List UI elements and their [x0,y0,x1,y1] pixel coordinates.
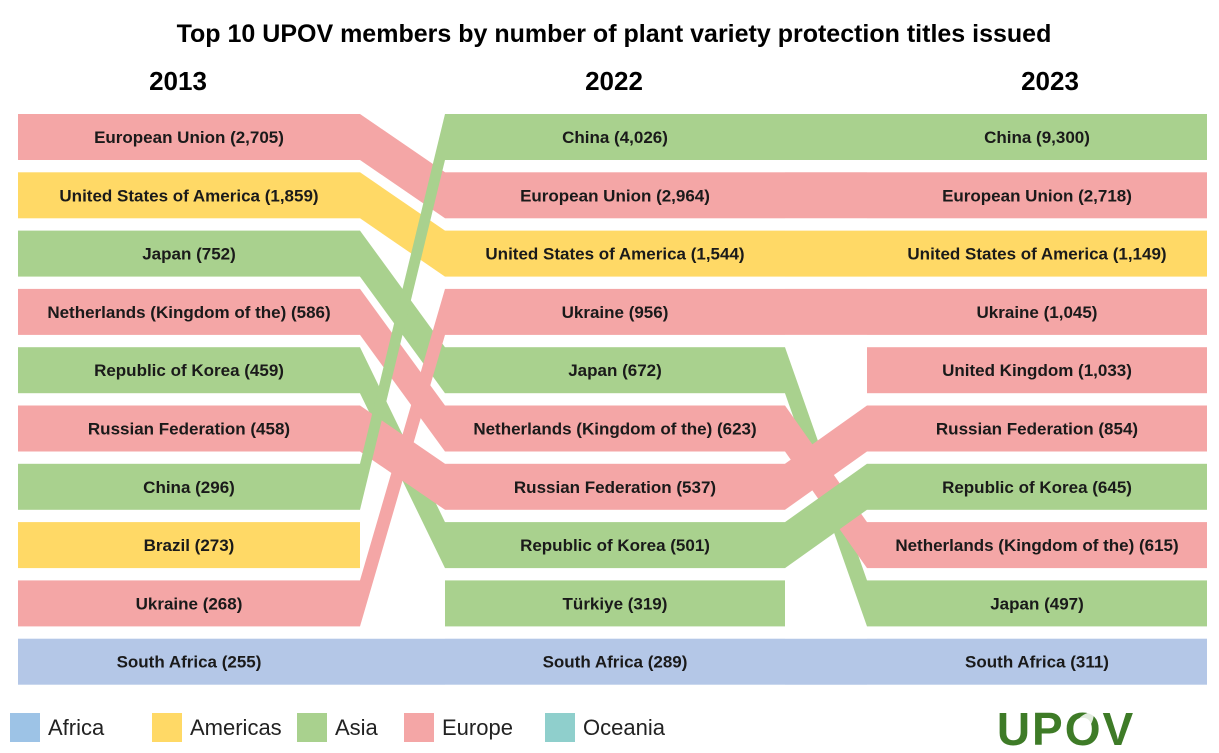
bar-label-china-2023: China (9,300) [984,128,1090,147]
legend-label-oceania: Oceania [583,715,666,740]
bar-label-japan-2013: Japan (752) [142,245,236,264]
bar-label-china-2013: China (296) [143,478,235,497]
bar-label-china-2022: China (4,026) [562,128,668,147]
bar-china-2022 [445,114,785,160]
bar-label-european-union-2013: European Union (2,705) [94,128,284,147]
bar-russian-federation-2013 [18,405,360,452]
legend: Africa Americas Asia Europe Oceania [10,713,666,742]
bar-russian-federation-2023 [867,405,1207,452]
bar-netherlands-kingdom-of-the-2023 [867,522,1207,569]
bar-south-africa-2013 [18,638,360,685]
bar-brazil-2013 [18,522,360,569]
bar-south-africa-2022 [445,638,785,685]
bar-label-south-africa-2013: South Africa (255) [117,653,262,672]
bar-label-netherlands-kingdom-of-the-2013: Netherlands (Kingdom of the) (586) [47,303,330,322]
bar-china-2013 [18,463,360,510]
legend-swatch-oceania [545,713,575,742]
bar-label-russian-federation-2022: Russian Federation (537) [514,478,716,497]
bar-label-south-africa-2023: South Africa (311) [965,653,1109,672]
bar-european-union-2023 [867,172,1207,219]
bar-japan-2022 [445,347,785,394]
legend-label-africa: Africa [48,715,105,740]
bar-label-netherlands-kingdom-of-the-2023: Netherlands (Kingdom of the) (615) [895,536,1178,555]
year-label-2013: 2013 [149,66,207,96]
year-label-2022: 2022 [585,66,643,96]
leaf-icon [1075,712,1094,735]
bar-republic-of-korea-2013 [18,347,360,394]
ribbon-russian-federation-2022-2023 [785,405,867,510]
legend-swatch-asia [297,713,327,742]
ribbon-republic-of-korea-2022-2023 [785,463,867,569]
ribbon-united-states-of-america-2013-2022 [360,172,445,277]
ribbon-china-2022-2023 [785,114,867,160]
year-label-2023: 2023 [1021,66,1079,96]
legend-label-americas: Americas [190,715,282,740]
bar-united-states-of-america-2023 [867,230,1207,277]
legend-label-europe: Europe [442,715,513,740]
ribbon-south-africa-2013-2022 [360,638,445,685]
bar-label-republic-of-korea-2023: Republic of Korea (645) [942,478,1132,497]
bar-label-japan-2023: Japan (497) [990,594,1084,613]
bar-label-ukraine-2013: Ukraine (268) [136,594,243,613]
ribbon-ukraine-2022-2023 [785,288,867,335]
bar-label-brazil-2013: Brazil (273) [144,536,235,555]
bar-label-russian-federation-2013: Russian Federation (458) [88,420,290,439]
ribbon-united-states-of-america-2022-2023 [785,230,867,277]
bar-netherlands-kingdom-of-the-2022 [445,405,785,452]
bar-china-2023 [867,114,1207,160]
ribbon-netherlands-kingdom-of-the-2022-2023 [785,405,867,569]
bar-label-republic-of-korea-2013: Republic of Korea (459) [94,361,284,380]
bar-label-ukraine-2022: Ukraine (956) [562,303,669,322]
bar-united-states-of-america-2013 [18,172,360,219]
ribbon-european-union-2022-2023 [785,172,867,219]
bar-label-united-kingdom-2023: United Kingdom (1,033) [942,361,1132,380]
upov-logo: UPOV [997,703,1135,753]
bar-japan-2013 [18,230,360,277]
bar-european-union-2013 [18,114,360,160]
bar-label-south-africa-2022: South Africa (289) [543,653,688,672]
bar-label-european-union-2022: European Union (2,964) [520,186,710,205]
bar-label-united-states-of-america-2022: United States of America (1,544) [485,245,744,264]
bar-label-netherlands-kingdom-of-the-2022: Netherlands (Kingdom of the) (623) [473,420,756,439]
ribbon-layer [18,114,1207,685]
bar-ukraine-2013 [18,580,360,627]
bar-turkiye-2022 [445,580,785,627]
bar-label-layer: European Union (2,705) European Union (2,… [47,128,1178,672]
bar-label-japan-2022: Japan (672) [568,361,662,380]
bar-label-united-states-of-america-2013: United States of America (1,859) [59,186,318,205]
bar-label-european-union-2023: European Union (2,718) [942,186,1132,205]
bar-ukraine-2023 [867,288,1207,335]
bar-label-turkiye-2022: Türkiye (319) [563,594,668,613]
bar-netherlands-kingdom-of-the-2013 [18,288,360,335]
bar-label-united-states-of-america-2023: United States of America (1,149) [907,245,1166,264]
ribbon-ukraine-2013-2022 [360,288,445,627]
bar-russian-federation-2022 [445,463,785,510]
ribbon-european-union-2013-2022 [360,114,445,219]
bar-united-states-of-america-2022 [445,230,785,277]
bar-republic-of-korea-2023 [867,463,1207,510]
ribbon-netherlands-kingdom-of-the-2013-2022 [360,288,445,452]
ribbon-china-2013-2022 [360,114,445,510]
bar-label-ukraine-2023: Ukraine (1,045) [977,303,1098,322]
legend-label-asia: Asia [335,715,379,740]
bar-label-russian-federation-2023: Russian Federation (854) [936,420,1138,439]
bar-japan-2023 [867,580,1207,627]
bar-republic-of-korea-2022 [445,522,785,569]
bar-ukraine-2022 [445,288,785,335]
legend-swatch-africa [10,713,40,742]
bar-european-union-2022 [445,172,785,219]
bar-united-kingdom-2023 [867,347,1207,394]
ribbon-south-africa-2022-2023 [785,638,867,685]
legend-swatch-americas [152,713,182,742]
upov-logo-text: UPOV [997,703,1135,753]
bar-label-republic-of-korea-2022: Republic of Korea (501) [520,536,710,555]
chart-title: Top 10 UPOV members by number of plant v… [177,20,1052,48]
bar-south-africa-2023 [867,638,1207,685]
legend-swatch-europe [404,713,434,742]
